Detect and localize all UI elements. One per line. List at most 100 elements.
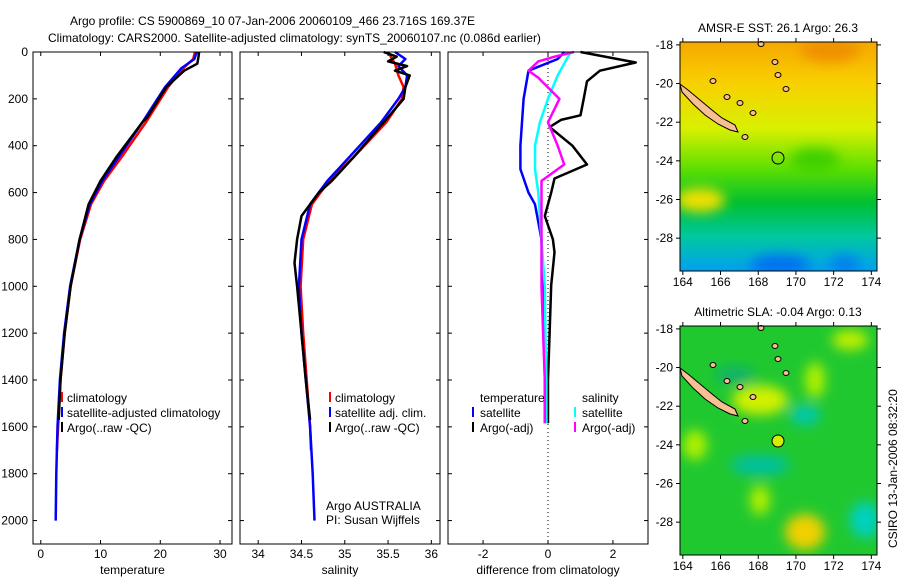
map-x-tick-label: 166	[711, 275, 731, 289]
float-owner-annotation: Argo AUSTRALIA	[326, 499, 421, 513]
y-tick-label: 1600	[1, 420, 28, 434]
sst-cool-patch	[750, 255, 810, 271]
sla-low-patch	[850, 502, 877, 538]
new-caledonia-landmass	[679, 366, 739, 417]
legend-label: satellite	[582, 406, 623, 420]
plot-background	[448, 52, 648, 544]
y-tick-label: 1800	[1, 467, 28, 481]
x-tick-label: 36	[425, 547, 439, 561]
sst-map-title: AMSR-E SST: 26.1 Argo: 26.3	[698, 21, 858, 35]
profile-panel-3: -2 0 2 difference from climatology temperatu…	[447, 50, 649, 577]
sla-low-patch	[730, 455, 790, 475]
x-axis-label: difference from climatology	[476, 563, 619, 577]
map-y-tick-label: -26	[656, 476, 674, 490]
series-argo-raw-qc-	[293, 50, 411, 420]
pi-annotation: PI: Susan Wijffels	[326, 513, 420, 527]
x-tick-label: 35.5	[376, 547, 400, 561]
csiro-timestamp: CSIRO 13-Jan-2006 08:32:20	[886, 389, 900, 548]
map-x-tick-label: 174	[861, 559, 881, 573]
sla-map-frame	[679, 325, 878, 556]
map-y-tick-label: -20	[656, 77, 674, 91]
island	[782, 370, 790, 376]
series-argo-raw-qc-	[57, 51, 201, 420]
island	[736, 100, 744, 106]
legend-heading: salinity	[582, 391, 619, 405]
profile-panel-2: 34 34.5 35 35.5 36 salinity climatologysatelli…	[239, 50, 441, 577]
x-tick-label: 20	[154, 547, 168, 561]
x-axis-label: salinity	[322, 563, 359, 577]
map-x-tick-label: 164	[673, 559, 693, 573]
y-tick-label: 800	[8, 232, 28, 246]
island	[782, 86, 790, 92]
y-tick-label: 1400	[1, 373, 28, 387]
map-y-tick-label: -20	[656, 361, 674, 375]
sla-high-patch	[683, 430, 707, 460]
plot-frame	[32, 51, 233, 545]
island	[771, 343, 779, 349]
legend-label: Argo(-adj)	[582, 421, 635, 435]
map-x-tick-label: 172	[824, 559, 844, 573]
y-tick-label: 600	[8, 186, 28, 200]
map-x-tick-label: 168	[748, 559, 768, 573]
sla-high-patch	[805, 362, 825, 398]
map-y-tick-label: -28	[656, 515, 674, 529]
legend-label: satellite	[480, 406, 521, 420]
sst-cool-patch	[830, 255, 860, 271]
island	[723, 94, 731, 100]
island	[749, 110, 757, 116]
sla-map-title: Altimetric SLA: -0.04 Argo: 0.13	[694, 305, 862, 319]
sst-warm-patch	[680, 188, 725, 212]
x-tick-label: 34	[252, 547, 266, 561]
x-tick-label: 2	[610, 547, 617, 561]
sla-high-patch	[732, 385, 788, 415]
map-y-tick-label: -26	[656, 192, 674, 206]
y-tick-label: 2000	[1, 514, 28, 528]
x-tick-label: 35	[338, 547, 352, 561]
x-tick-label: 30	[213, 547, 227, 561]
x-tick-label: 10	[94, 547, 108, 561]
y-tick-label: 1000	[1, 279, 28, 293]
map-x-tick-label: 174	[861, 275, 881, 289]
island	[771, 59, 779, 65]
profile-panel-1: 0 200 400 600 800 1000 1200 1400 1600 1800 2000 0 10…	[1, 45, 233, 577]
y-tick-label: 200	[8, 92, 28, 106]
sla-map: Altimetric SLA: -0.04 Argo: 0.13 164 166 1…	[656, 305, 882, 573]
title-line-2: Climatology: CARS2000. Satellite-adjuste…	[48, 31, 541, 45]
island	[741, 418, 749, 424]
island	[741, 134, 749, 140]
argo-location-marker	[771, 434, 785, 448]
map-y-tick-label: -18	[656, 38, 674, 52]
map-x-tick-label: 166	[711, 559, 731, 573]
legend-label: satellite-adjusted climatology	[67, 406, 220, 420]
map-y-tick-label: -18	[656, 322, 674, 336]
island	[774, 72, 782, 78]
plot-frame	[447, 51, 649, 545]
sla-low-patch	[790, 405, 820, 425]
legend-heading: temperature	[480, 391, 545, 405]
plot-background	[240, 52, 440, 544]
island	[774, 356, 782, 362]
map-x-tick-label: 168	[748, 275, 768, 289]
x-tick-label: 34.5	[290, 547, 314, 561]
plot-background	[33, 52, 232, 544]
sst-map-frame	[679, 41, 878, 272]
map-x-tick-label: 170	[786, 275, 806, 289]
sla-high-patch	[832, 330, 868, 350]
legend-label: climatology	[335, 391, 395, 405]
island	[709, 78, 717, 84]
sla-high-patch	[785, 514, 825, 550]
island	[749, 394, 757, 400]
title-line-1: Argo profile: CS 5900869_10 07-Jan-2006 …	[70, 14, 475, 28]
sla-high-patch	[750, 485, 770, 515]
island	[736, 384, 744, 390]
sst-map: AMSR-E SST: 26.1 Argo: 26.3 164 166 168 170…	[656, 21, 882, 289]
series-temperature-argo-adj-	[543, 50, 637, 424]
map-y-tick-label: -28	[656, 231, 674, 245]
y-tick-label: 400	[8, 139, 28, 153]
legend-label: satellite adj. clim.	[335, 406, 426, 420]
series-salinity-argo-adj-	[527, 50, 575, 424]
x-tick-label: 0	[37, 547, 44, 561]
map-x-tick-label: 170	[786, 559, 806, 573]
map-y-tick-label: -22	[656, 115, 674, 129]
